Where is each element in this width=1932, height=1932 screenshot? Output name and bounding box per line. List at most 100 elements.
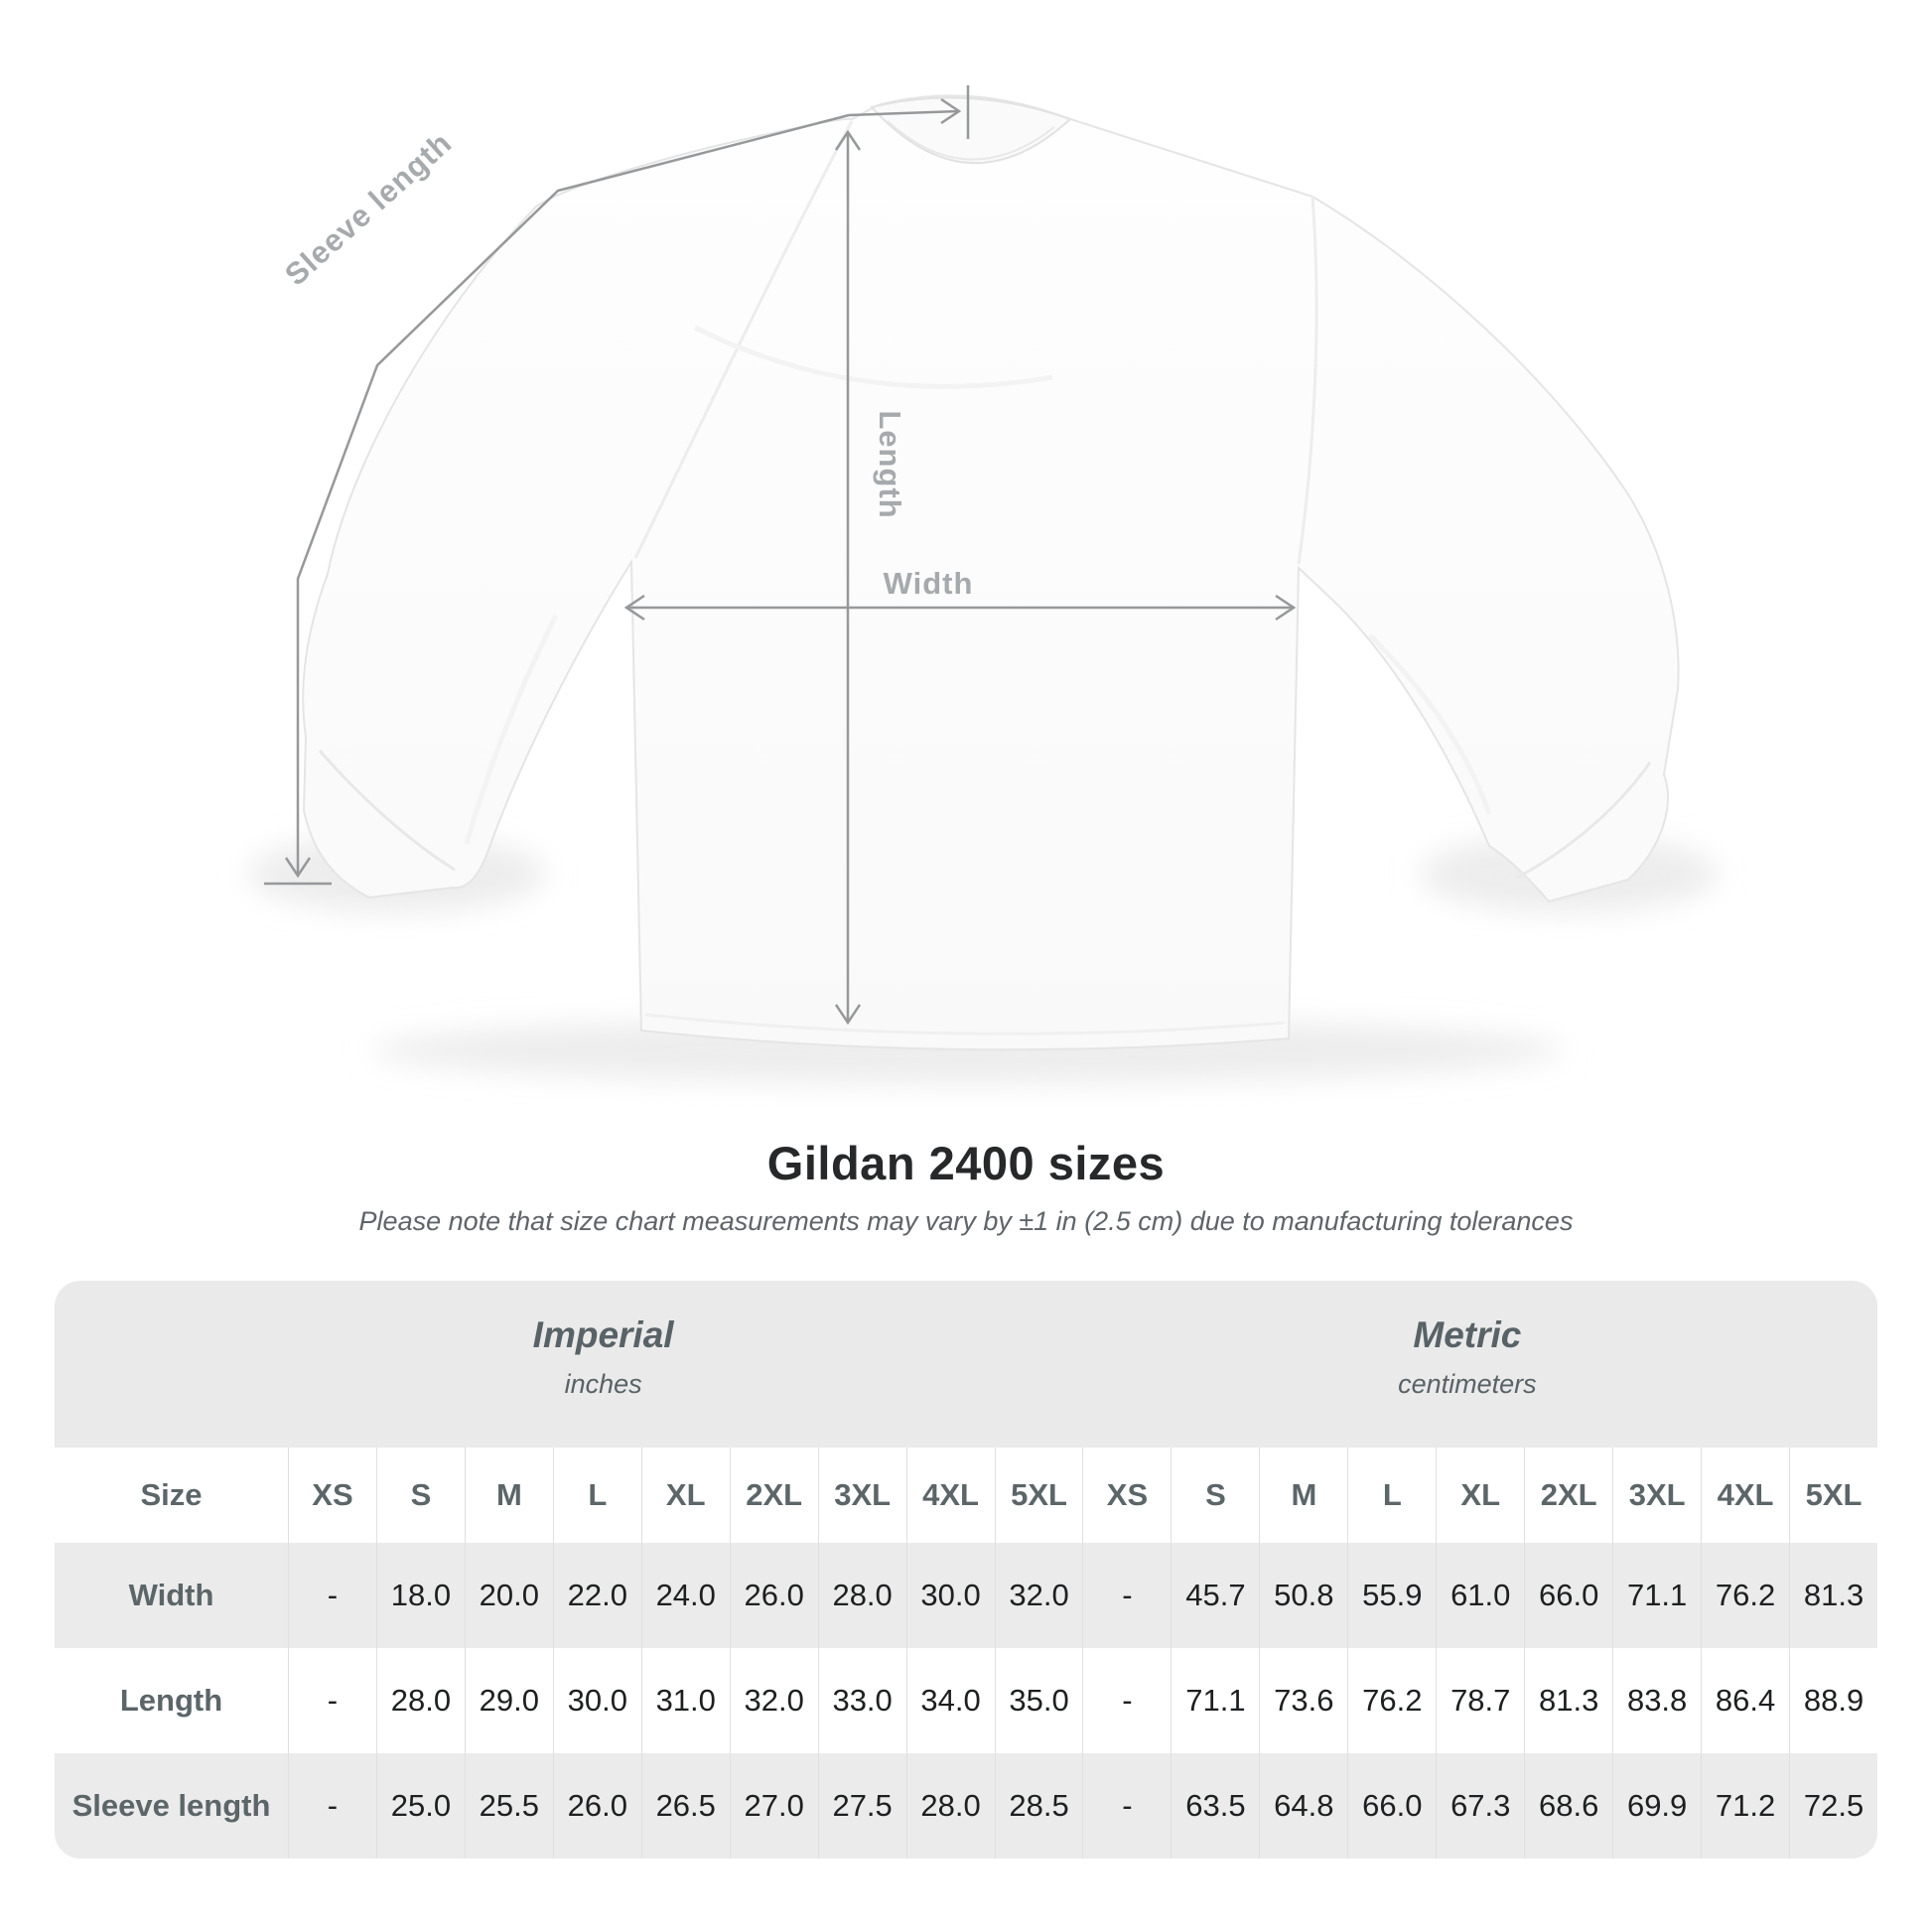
row-label: Width [128, 1578, 214, 1612]
table-row-width: Width - 18.0 20.0 22.0 24.0 26.0 28.0 30… [55, 1543, 1877, 1648]
table-cell: 73.6 [1259, 1648, 1347, 1753]
table-cell: 67.3 [1436, 1753, 1524, 1859]
size-col-header: L [1347, 1448, 1436, 1543]
table-cell: 20.0 [464, 1543, 553, 1648]
size-col-header: 4XL [1701, 1448, 1789, 1543]
table-cell: 18.0 [375, 1543, 465, 1648]
size-col-header: XL [640, 1448, 730, 1543]
table-cell: 50.8 [1259, 1543, 1347, 1648]
size-col-header: XS [288, 1448, 376, 1543]
table-cell: 27.5 [817, 1753, 906, 1859]
table-cell: 27.0 [729, 1753, 818, 1859]
table-cell: 32.0 [994, 1543, 1083, 1648]
table-cell: - [1082, 1648, 1171, 1753]
width-measure [623, 594, 1297, 621]
table-cell: - [1082, 1753, 1171, 1859]
table-cell: 66.0 [1347, 1753, 1436, 1859]
cuff-seam-right [1516, 761, 1652, 880]
table-cell: 71.1 [1612, 1543, 1701, 1648]
table-cell: 26.5 [640, 1753, 730, 1859]
table-row-sleeve-length: Sleeve length - 25.0 25.5 26.0 26.5 27.0… [55, 1753, 1877, 1859]
wrinkle-2 [1368, 633, 1492, 815]
table-cell: 72.5 [1789, 1753, 1877, 1859]
size-col-header: 2XL [1524, 1448, 1612, 1543]
table-cell: 61.0 [1436, 1543, 1524, 1648]
size-col-header: 4XL [905, 1448, 995, 1543]
shirt-measurement-diagram: Sleeve length Length Width [248, 85, 1718, 1084]
size-col-header: 3XL [1612, 1448, 1701, 1543]
table-cell: 28.0 [817, 1543, 906, 1648]
table-cell: 33.0 [817, 1648, 906, 1753]
table-cell: 30.0 [905, 1543, 995, 1648]
size-table: Imperial inches Metric centimeters Size … [55, 1281, 1877, 1859]
table-cell: - [288, 1648, 376, 1753]
size-col-header: M [464, 1448, 553, 1543]
table-cell: 83.8 [1612, 1648, 1701, 1753]
table-cell: 32.0 [729, 1648, 818, 1753]
table-cell: 28.0 [905, 1753, 995, 1859]
table-cell: 25.0 [375, 1753, 465, 1859]
title-block: Gildan 2400 sizes Please note that size … [0, 1136, 1932, 1237]
table-cell: 66.0 [1524, 1543, 1612, 1648]
shirt-body [302, 94, 1680, 1051]
cuff-seam-left [318, 750, 456, 872]
shirt-collar-seam [887, 120, 1055, 161]
table-cell: 29.0 [464, 1648, 553, 1753]
metric-unit: centimeters [1398, 1369, 1537, 1399]
table-cell: - [288, 1753, 376, 1859]
size-col-header: XL [1436, 1448, 1524, 1543]
table-cell: 25.5 [464, 1753, 553, 1859]
table-cell: 68.6 [1524, 1753, 1612, 1859]
page-title: Gildan 2400 sizes [766, 1137, 1166, 1189]
table-cell: 64.8 [1259, 1753, 1347, 1859]
table-cell: 63.5 [1171, 1753, 1259, 1859]
page-subtitle: Please note that size chart measurements… [358, 1206, 1574, 1236]
sleeve-length-measure [264, 85, 970, 886]
units-header-band: Imperial inches Metric centimeters [55, 1281, 1877, 1448]
table-cell: 81.3 [1524, 1648, 1612, 1753]
armhole-seam-right [1297, 196, 1318, 565]
length-measure [834, 129, 862, 1026]
table-cell: 35.0 [994, 1648, 1083, 1753]
table-row-length: Length - 28.0 29.0 30.0 31.0 32.0 33.0 3… [55, 1648, 1877, 1753]
table-cell: 34.0 [905, 1648, 995, 1753]
table-cell: 45.7 [1171, 1543, 1259, 1648]
table-cell: 88.9 [1789, 1648, 1877, 1753]
imperial-unit: inches [564, 1369, 642, 1399]
size-col-header: XS [1082, 1448, 1171, 1543]
size-col-header: M [1259, 1448, 1347, 1543]
table-cell: - [288, 1543, 376, 1648]
length-label: Length [873, 410, 907, 518]
size-col-header: 5XL [1789, 1448, 1877, 1543]
size-col-header: S [375, 1448, 465, 1543]
wrinkle-3 [464, 614, 559, 845]
metric-unit-group: Metric centimeters [1398, 1316, 1537, 1398]
table-cell: 55.9 [1347, 1543, 1436, 1648]
table-cell: 81.3 [1789, 1543, 1877, 1648]
table-cell: 71.2 [1701, 1753, 1789, 1859]
row-label: Sleeve length [71, 1788, 271, 1823]
imperial-label: Imperial [532, 1314, 674, 1355]
hem-seam [644, 1013, 1286, 1035]
table-cell: 22.0 [552, 1543, 641, 1648]
size-col-header: 3XL [817, 1448, 906, 1543]
size-col-header: 2XL [729, 1448, 818, 1543]
size-col-header: S [1171, 1448, 1259, 1543]
table-cell: 24.0 [640, 1543, 730, 1648]
table-cell: 69.9 [1612, 1753, 1701, 1859]
table-cell: 26.0 [729, 1543, 818, 1648]
table-cell: 76.2 [1347, 1648, 1436, 1753]
table-cell: 71.1 [1171, 1648, 1259, 1753]
size-col-header: 5XL [994, 1448, 1083, 1543]
wrinkle-1 [693, 325, 1053, 389]
table-cell: 26.0 [552, 1753, 641, 1859]
shirt-diagram-svg: Sleeve length Length Width [248, 85, 1718, 1084]
row-label: Length [119, 1683, 223, 1718]
table-cell: 30.0 [552, 1648, 641, 1753]
table-cell: 31.0 [640, 1648, 730, 1753]
table-cell: 76.2 [1701, 1543, 1789, 1648]
size-col-header: L [552, 1448, 641, 1543]
metric-label: Metric [1413, 1314, 1522, 1355]
width-label: Width [884, 566, 974, 601]
table-cell: 28.5 [994, 1753, 1083, 1859]
